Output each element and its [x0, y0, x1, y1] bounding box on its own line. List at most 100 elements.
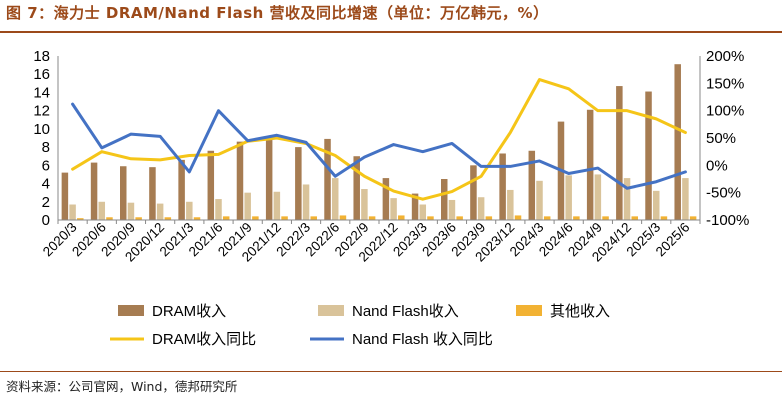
left-tick-label: 14 — [33, 84, 50, 101]
bar-nand-3 — [156, 203, 164, 220]
bar-nand-7 — [273, 191, 281, 220]
bar-dram-7 — [265, 138, 273, 220]
bar-dram-15 — [499, 153, 506, 220]
bar-nand-6 — [244, 192, 251, 220]
right-tick-label: -50% — [706, 185, 741, 202]
bar-dram-20 — [645, 91, 652, 220]
bar-nand-1 — [98, 201, 106, 220]
bar-other-5 — [222, 216, 230, 220]
bar-dram-14 — [470, 165, 477, 220]
bar-other-6 — [252, 216, 259, 220]
bar-nand-10 — [361, 189, 368, 220]
bar-nand-4 — [186, 201, 193, 220]
bar-dram-11 — [382, 178, 390, 220]
right-tick-label: 150% — [706, 75, 744, 92]
bar-dram-13 — [441, 179, 448, 220]
bar-other-16 — [543, 216, 551, 220]
bar-other-18 — [602, 216, 609, 220]
legend-label-dram-yoy: DRAM收入同比 — [152, 331, 256, 348]
bar-dram-21 — [674, 64, 681, 220]
legend-label-other: 其他收入 — [550, 303, 610, 320]
bar-dram-6 — [236, 141, 244, 220]
bar-other-15 — [514, 215, 522, 220]
footer-divider — [0, 371, 782, 372]
bar-layer — [61, 64, 697, 220]
bar-nand-12 — [419, 204, 427, 220]
source-note: 资料来源：公司官网，Wind，德邦研究所 — [6, 379, 238, 394]
bar-other-21 — [689, 216, 697, 220]
left-tick-label: 2 — [42, 194, 50, 211]
left-tick-label: 8 — [42, 139, 50, 156]
bar-nand-15 — [507, 189, 514, 220]
bar-nand-19 — [623, 178, 631, 220]
bar-other-9 — [339, 215, 347, 220]
legend-label-nand-yoy: Nand Flash 收入同比 — [352, 331, 493, 348]
bar-dram-9 — [324, 138, 331, 220]
bar-dram-18 — [586, 109, 594, 220]
bar-other-10 — [368, 216, 376, 220]
bar-nand-9 — [331, 178, 339, 220]
bar-other-0 — [77, 218, 84, 220]
bar-dram-3 — [149, 167, 156, 220]
bar-other-13 — [456, 216, 463, 220]
bar-other-20 — [660, 216, 668, 220]
left-tick-label: 6 — [42, 157, 50, 174]
line-nand-yoy — [71, 102, 687, 190]
bar-nand-2 — [127, 202, 135, 220]
bar-nand-14 — [477, 197, 485, 220]
bar-dram-8 — [295, 147, 302, 220]
bar-nand-11 — [390, 198, 397, 220]
right-tick-label: -100% — [706, 212, 749, 229]
line-layer — [71, 78, 687, 201]
right-tick-label: 0% — [706, 157, 728, 174]
right-tick-label: 200% — [706, 48, 744, 65]
legend-label-dram: DRAM收入 — [152, 303, 226, 320]
bar-other-7 — [281, 216, 288, 220]
left-tick-label: 0 — [42, 212, 50, 229]
bar-dram-1 — [90, 162, 98, 220]
bar-dram-0 — [61, 172, 69, 220]
bar-other-19 — [631, 216, 638, 220]
chart-title: 图 7：海力士 DRAM/Nand Flash 营收及同比增速（单位：万亿韩元，… — [6, 4, 549, 22]
legend-swatch-dram — [118, 305, 144, 316]
bar-other-14 — [485, 216, 493, 220]
bar-dram-2 — [120, 166, 127, 220]
left-tick-label: 16 — [33, 66, 50, 83]
bar-nand-16 — [536, 180, 543, 220]
bar-dram-16 — [528, 150, 536, 220]
left-tick-label: 18 — [33, 48, 50, 65]
left-tick-label: 4 — [42, 176, 50, 193]
right-tick-label: 100% — [706, 103, 744, 120]
bar-other-11 — [398, 215, 405, 220]
bar-dram-5 — [207, 150, 215, 220]
bar-other-8 — [310, 216, 317, 220]
bar-dram-19 — [616, 86, 623, 220]
title-divider — [0, 31, 782, 33]
bar-nand-17 — [565, 175, 572, 220]
bar-dram-12 — [411, 193, 419, 220]
line-dram-yoy — [71, 78, 687, 201]
bar-other-17 — [573, 216, 580, 220]
right-tick-label: 50% — [706, 130, 736, 147]
bar-other-1 — [106, 217, 113, 220]
bar-dram-4 — [178, 159, 185, 220]
legend-label-nand: Nand Flash收入 — [352, 303, 459, 320]
bar-nand-0 — [69, 204, 76, 220]
bar-other-2 — [135, 217, 142, 220]
bar-nand-20 — [652, 190, 660, 220]
legend-swatch-other — [516, 305, 542, 316]
bar-nand-5 — [215, 199, 222, 220]
bar-other-4 — [193, 217, 201, 220]
bar-nand-18 — [594, 174, 602, 220]
bar-nand-13 — [448, 199, 456, 220]
bar-other-12 — [427, 216, 434, 220]
left-tick-label: 12 — [33, 103, 50, 120]
bar-nand-21 — [682, 178, 689, 220]
bar-other-3 — [164, 217, 172, 220]
left-tick-label: 10 — [33, 121, 50, 138]
legend-swatch-nand — [318, 305, 344, 316]
bar-dram-10 — [353, 156, 360, 220]
legend: DRAM收入 Nand Flash收入 其他收入 DRAM收入同比 Nand Flash… — [110, 303, 610, 348]
